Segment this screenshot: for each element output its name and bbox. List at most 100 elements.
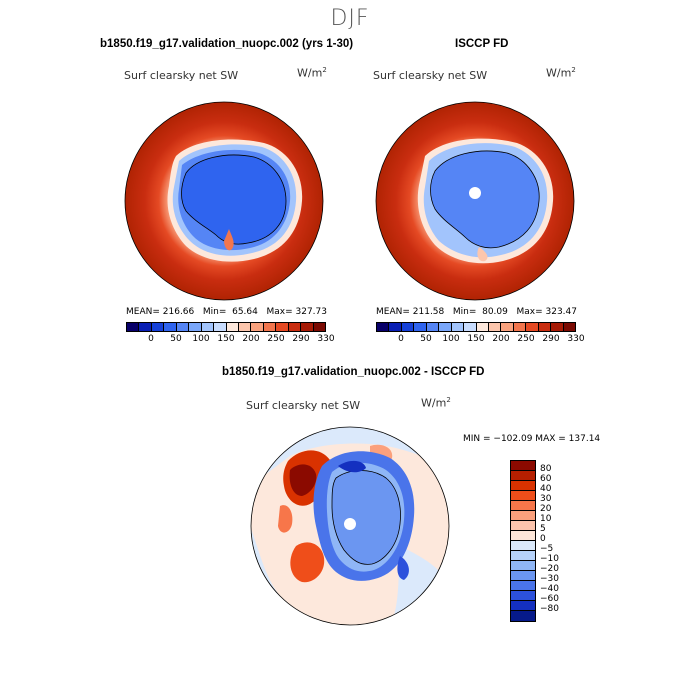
colorbar-swatch xyxy=(511,541,535,551)
colorbar-swatch xyxy=(464,323,477,331)
colorbar-tick: 150 xyxy=(467,334,485,344)
right-stats: MEAN= 211.58 Min= 80.09 Max= 323.47 xyxy=(376,307,577,317)
colorbar-swatch xyxy=(511,471,535,481)
colorbar-swatch xyxy=(511,481,535,491)
colorbar-swatch xyxy=(511,551,535,561)
colorbar-swatch xyxy=(401,323,415,331)
colorbar-swatch xyxy=(511,561,535,571)
diff-polar-map xyxy=(250,426,450,626)
colorbar-tick: 0 xyxy=(148,334,154,344)
colorbar-swatch xyxy=(451,323,465,331)
diff-colorbar: 80 60 40 30 20 10 5 0 −5 −10 −20 −30 −40 −60 −80 xyxy=(510,460,559,622)
colorbar-tick: 330 xyxy=(567,334,585,344)
right-colorbar: 0 50 100 150 200 250 290 330 xyxy=(376,322,585,344)
colorbar-swatch xyxy=(414,323,427,331)
colorbar-swatch xyxy=(538,323,552,331)
colorbar-swatch xyxy=(151,323,165,331)
colorbar-tick: 50 xyxy=(170,334,182,344)
colorbar-swatch xyxy=(251,323,264,331)
colorbar-tick: 330 xyxy=(317,334,335,344)
colorbar-tick: −80 xyxy=(540,604,559,614)
colorbar-swatch xyxy=(511,511,535,521)
diff-panel-title: b1850.f19_g17.validation_nuopc.002 - ISC… xyxy=(222,366,485,378)
colorbar-tick: 150 xyxy=(217,334,235,344)
colorbar-tick: −40 xyxy=(540,584,559,594)
colorbar-swatch xyxy=(389,323,402,331)
right-polar-map xyxy=(375,101,575,301)
colorbar-tick: −5 xyxy=(540,544,554,554)
left-stats: MEAN= 216.66 Min= 65.64 Max= 327.73 xyxy=(126,307,327,317)
colorbar-tick: 50 xyxy=(420,334,432,344)
left-units-label: W/m2 xyxy=(297,66,327,80)
colorbar-swatch xyxy=(426,323,440,331)
colorbar-swatch xyxy=(263,323,277,331)
colorbar-tick: 60 xyxy=(540,474,552,484)
colorbar-swatch xyxy=(127,323,140,331)
colorbar-swatch xyxy=(511,521,535,531)
colorbar-swatch xyxy=(511,591,535,601)
right-panel-title: ISCCP FD xyxy=(455,38,509,50)
colorbar-swatch xyxy=(551,323,564,331)
colorbar-swatch xyxy=(214,323,227,331)
colorbar-swatch xyxy=(164,323,177,331)
left-variable-label: Surf clearsky net SW xyxy=(124,69,239,82)
colorbar-swatch xyxy=(511,531,535,541)
diff-variable-label: Surf clearsky net SW xyxy=(246,399,361,412)
left-panel-title: b1850.f19_g17.validation_nuopc.002 (yrs … xyxy=(100,38,354,50)
colorbar-tick: 100 xyxy=(442,334,460,344)
colorbar-tick: −20 xyxy=(540,564,559,574)
colorbar-tick: 200 xyxy=(492,334,510,344)
diff-units-label: W/m2 xyxy=(421,396,451,410)
colorbar-swatch xyxy=(526,323,539,331)
colorbar-swatch xyxy=(313,323,325,331)
colorbar-tick: 250 xyxy=(517,334,535,344)
colorbar-swatch xyxy=(511,491,535,501)
colorbar-swatch xyxy=(511,581,535,591)
colorbar-swatch xyxy=(488,323,502,331)
colorbar-swatch xyxy=(226,323,239,331)
diff-minmax: MIN = −102.09 MAX = 137.14 xyxy=(463,434,601,444)
colorbar-tick: 290 xyxy=(542,334,560,344)
colorbar-swatch xyxy=(439,323,452,331)
colorbar-swatch xyxy=(301,323,314,331)
colorbar-swatch xyxy=(176,323,190,331)
colorbar-tick: 20 xyxy=(540,504,552,514)
colorbar-swatch xyxy=(511,571,535,581)
colorbar-tick: 30 xyxy=(540,494,552,504)
right-max-value: 323.47 xyxy=(545,307,578,317)
colorbar-tick: 0 xyxy=(398,334,404,344)
colorbar-tick: −10 xyxy=(540,554,559,564)
right-min-value: 80.09 xyxy=(482,307,508,317)
colorbar-swatch xyxy=(201,323,215,331)
left-max-value: 327.73 xyxy=(295,307,328,317)
colorbar-tick: 100 xyxy=(192,334,210,344)
colorbar-tick: 40 xyxy=(540,484,552,494)
left-colorbar: 0 50 100 150 200 250 290 330 xyxy=(126,322,335,344)
colorbar-tick: 290 xyxy=(292,334,310,344)
colorbar-tick: 5 xyxy=(540,524,546,534)
colorbar-tick: 80 xyxy=(540,464,552,474)
colorbar-swatch xyxy=(139,323,152,331)
left-polar-map xyxy=(124,101,324,301)
colorbar-swatch xyxy=(511,601,535,611)
right-mean-value: 211.58 xyxy=(412,307,445,317)
colorbar-tick: 250 xyxy=(267,334,285,344)
colorbar-swatch xyxy=(511,461,535,471)
colorbar-tick: 0 xyxy=(540,534,546,544)
colorbar-tick: 10 xyxy=(540,514,552,524)
colorbar-swatch xyxy=(377,323,390,331)
left-mean-value: 216.66 xyxy=(162,307,195,317)
colorbar-swatch xyxy=(238,323,252,331)
season-title: DJF xyxy=(330,6,370,31)
right-variable-label: Surf clearsky net SW xyxy=(373,69,488,82)
colorbar-swatch xyxy=(511,611,535,621)
colorbar-swatch xyxy=(189,323,202,331)
colorbar-swatch xyxy=(276,323,289,331)
colorbar-swatch xyxy=(511,501,535,511)
colorbar-swatch xyxy=(501,323,514,331)
colorbar-tick: 200 xyxy=(242,334,260,344)
colorbar-tick: −30 xyxy=(540,574,559,584)
colorbar-swatch xyxy=(513,323,527,331)
colorbar-swatch xyxy=(288,323,302,331)
left-min-value: 65.64 xyxy=(232,307,258,317)
